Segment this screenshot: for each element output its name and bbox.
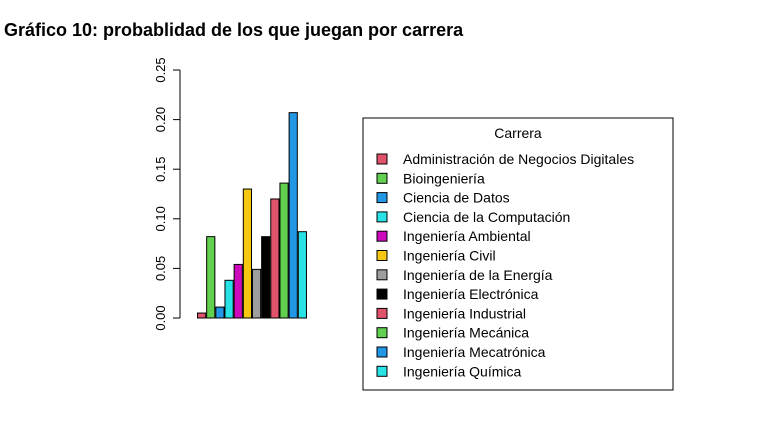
bar [224,279,234,319]
legend-label: Ciencia de Datos [403,190,510,206]
bar [215,306,225,319]
legend-box [362,117,674,391]
y-tick-label: 0.00 [153,305,168,330]
legend-swatch [376,365,388,377]
bar [251,268,262,319]
legend: Carrera Administración de Negocios Digita… [362,117,674,391]
legend-swatch [376,327,388,339]
legend-swatch [376,153,388,165]
legend-swatch [376,269,388,281]
chart-title: Gráfico 10: probablidad de los que juega… [4,20,464,40]
legend-swatch [376,211,388,223]
legend-swatch [376,307,388,319]
legend-swatch [376,172,388,184]
legend-label: Ciencia de la Computación [403,209,570,225]
y-tick-label: 0.20 [153,107,168,132]
bar [288,112,298,319]
bar [242,188,253,319]
legend-label: Ingeniería Industrial [403,305,526,321]
bars [197,112,307,319]
bar [270,198,280,319]
legend-label: Ingeniería Mecatrónica [403,344,546,360]
legend-label: Ingeniería Civil [403,248,496,264]
bar [233,263,243,319]
legend-swatch [376,250,388,261]
y-axis: 0.00 0.05 0.10 0.15 0.20 0.25 [153,57,181,331]
legend-label: Ingeniería Mecánica [403,325,529,341]
bar [261,236,271,319]
legend-swatch [376,192,388,204]
legend-label: Ingeniería Ambiental [403,228,531,244]
legend-swatch [376,346,388,358]
legend-swatch [376,230,388,242]
y-tick-label: 0.15 [153,157,168,182]
y-tick-label: 0.05 [153,256,168,281]
legend-label: Ingeniería Química [403,363,521,379]
bar [297,231,307,319]
legend-swatch [376,288,388,300]
legend-label: Administración de Negocios Digitales [403,151,634,167]
bar [206,236,216,319]
legend-label: Ingeniería Electrónica [403,286,539,302]
y-tick-label: 0.10 [153,206,168,231]
legend-label: Ingeniería de la Energía [403,267,553,283]
bar [279,182,289,319]
legend-label: Bioingeniería [403,170,485,186]
legend-title: Carrera [494,125,542,141]
y-tick-label: 0.25 [153,57,168,82]
bar [197,312,207,319]
